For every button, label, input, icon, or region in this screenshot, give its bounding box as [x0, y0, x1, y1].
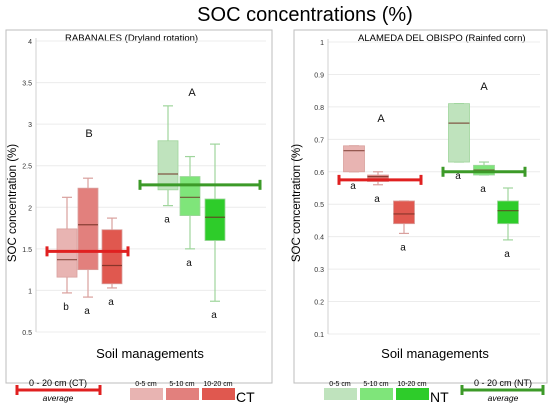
nt-legend-swatch-10-20 — [396, 388, 429, 400]
left-nt-box-1 — [157, 140, 179, 191]
right-y-tick-label: 0.6 — [314, 170, 324, 177]
right-ct-group-letter: A — [377, 113, 385, 125]
nt-average-legend-label: 0 - 20 cm (NT) — [474, 378, 532, 388]
nt-depth-legend: 0-5 cm 5-10 cm 10-20 cm NT — [324, 381, 449, 405]
left-y-tick-label: 4 — [28, 39, 32, 46]
nt-average-legend-word: average — [488, 393, 519, 403]
left-ct-group-letter: B — [85, 128, 92, 140]
left-ct-box-3 — [101, 229, 123, 285]
ct-legend-label-10-20: 10-20 cm — [203, 381, 232, 388]
right-nt-box-3-letter: a — [504, 249, 510, 260]
left-panel-title: RABANALES (Dryland rotation) — [65, 33, 198, 44]
left-y-tick-label: 3 — [28, 122, 32, 129]
right-nt-group-letter: A — [480, 81, 488, 93]
right-y-tick-label: 0.9 — [314, 72, 324, 79]
right-y-tick-label: 0.4 — [314, 235, 324, 242]
nt-legend-swatch-5-10 — [360, 388, 393, 400]
ct-legend-swatch-5-10 — [166, 388, 199, 400]
right-panel-frame — [293, 29, 548, 384]
right-ct-box-3 — [393, 200, 415, 225]
left-x-axis-label: Soil managements — [96, 346, 204, 361]
ct-average-legend: 0 - 20 cm (CT) average — [15, 378, 102, 403]
right-plot-area: 0.1 0.2 0.3 0.4 0.5 0.6 0.7 0.8 0.9 1 a a a Aa a a A — [314, 39, 540, 339]
right-y-tick-label: 0.5 — [314, 202, 324, 209]
left-ct-box-2 — [77, 187, 99, 271]
right-nt-box-3 — [497, 200, 519, 225]
right-y-tick-label: 0.3 — [314, 267, 324, 274]
nt-legend-label-10-20: 10-20 cm — [397, 381, 426, 388]
figure-title: SOC concentrations (%) — [197, 4, 413, 26]
right-nt-box-2-letter: a — [480, 184, 486, 195]
nt-legend-label-0-5: 0-5 cm — [329, 381, 351, 388]
ct-legend-label-0-5: 0-5 cm — [135, 381, 157, 388]
left-y-tick-label: 0.5 — [22, 330, 32, 337]
left-y-axis-label: SOC concentration (%) — [7, 144, 19, 262]
ct-legend-swatch-0-5 — [130, 388, 163, 400]
right-nt-box-1 — [448, 103, 470, 163]
right-ct-box-1 — [343, 145, 365, 173]
left-nt-box-3-letter: a — [211, 310, 217, 321]
right-ct-box-2 — [367, 174, 389, 182]
left-plot-area: 0.5 1 1.5 2 2.5 3 3.5 4 b a a Ba a a A — [22, 38, 266, 337]
right-y-tick-label: 0.2 — [314, 300, 324, 307]
left-panel-frame — [5, 29, 273, 384]
right-y-tick-label: 1 — [320, 40, 324, 47]
left-nt-group-letter: A — [188, 87, 196, 99]
right-y-tick-label: 0.7 — [314, 137, 324, 144]
left-ct-box-1 — [56, 228, 78, 278]
left-nt-box-2 — [179, 176, 201, 217]
nt-average-legend: 0 - 20 cm (NT) average — [460, 378, 545, 403]
right-y-tick-label: 0.1 — [314, 332, 324, 339]
left-y-tick-label: 2 — [28, 205, 32, 212]
nt-legend-label-5-10: 5-10 cm — [363, 381, 388, 388]
left-y-tick-label: 2.5 — [22, 164, 32, 171]
ct-legend-label-5-10: 5-10 cm — [169, 381, 194, 388]
ct-depth-legend: 0-5 cm 5-10 cm 10-20 cm CT — [130, 381, 255, 405]
nt-legend-name: NT — [430, 389, 449, 405]
left-y-tick-label: 3.5 — [22, 81, 32, 88]
left-ct-box-3-letter: a — [108, 297, 114, 308]
left-ct-box-1-letter: b — [63, 302, 69, 313]
right-ct-box-2-letter: a — [374, 194, 380, 205]
right-y-axis-label: SOC concentration (%) — [291, 144, 303, 262]
ct-average-legend-label: 0 - 20 cm (CT) — [29, 378, 87, 388]
ct-legend-name: CT — [236, 389, 255, 405]
right-nt-box-1-letter: a — [455, 171, 461, 182]
right-panel-title: ALAMEDA DEL OBISPO (Rainfed corn) — [358, 33, 526, 44]
nt-legend-swatch-0-5 — [324, 388, 357, 400]
ct-average-legend-word: average — [43, 393, 74, 403]
left-nt-box-3 — [204, 198, 226, 241]
left-y-tick-label: 1 — [28, 288, 32, 295]
left-ct-box-2-letter: a — [84, 306, 90, 317]
ct-legend-swatch-10-20 — [202, 388, 235, 400]
right-ct-box-1-letter: a — [350, 181, 356, 192]
left-nt-box-1-letter: a — [164, 215, 170, 226]
right-ct-box-3-letter: a — [400, 242, 406, 253]
left-y-tick-label: 1.5 — [22, 247, 32, 254]
left-nt-box-2-letter: a — [186, 258, 192, 269]
right-x-axis-label: Soil managements — [381, 346, 489, 361]
right-y-tick-label: 0.8 — [314, 105, 324, 112]
